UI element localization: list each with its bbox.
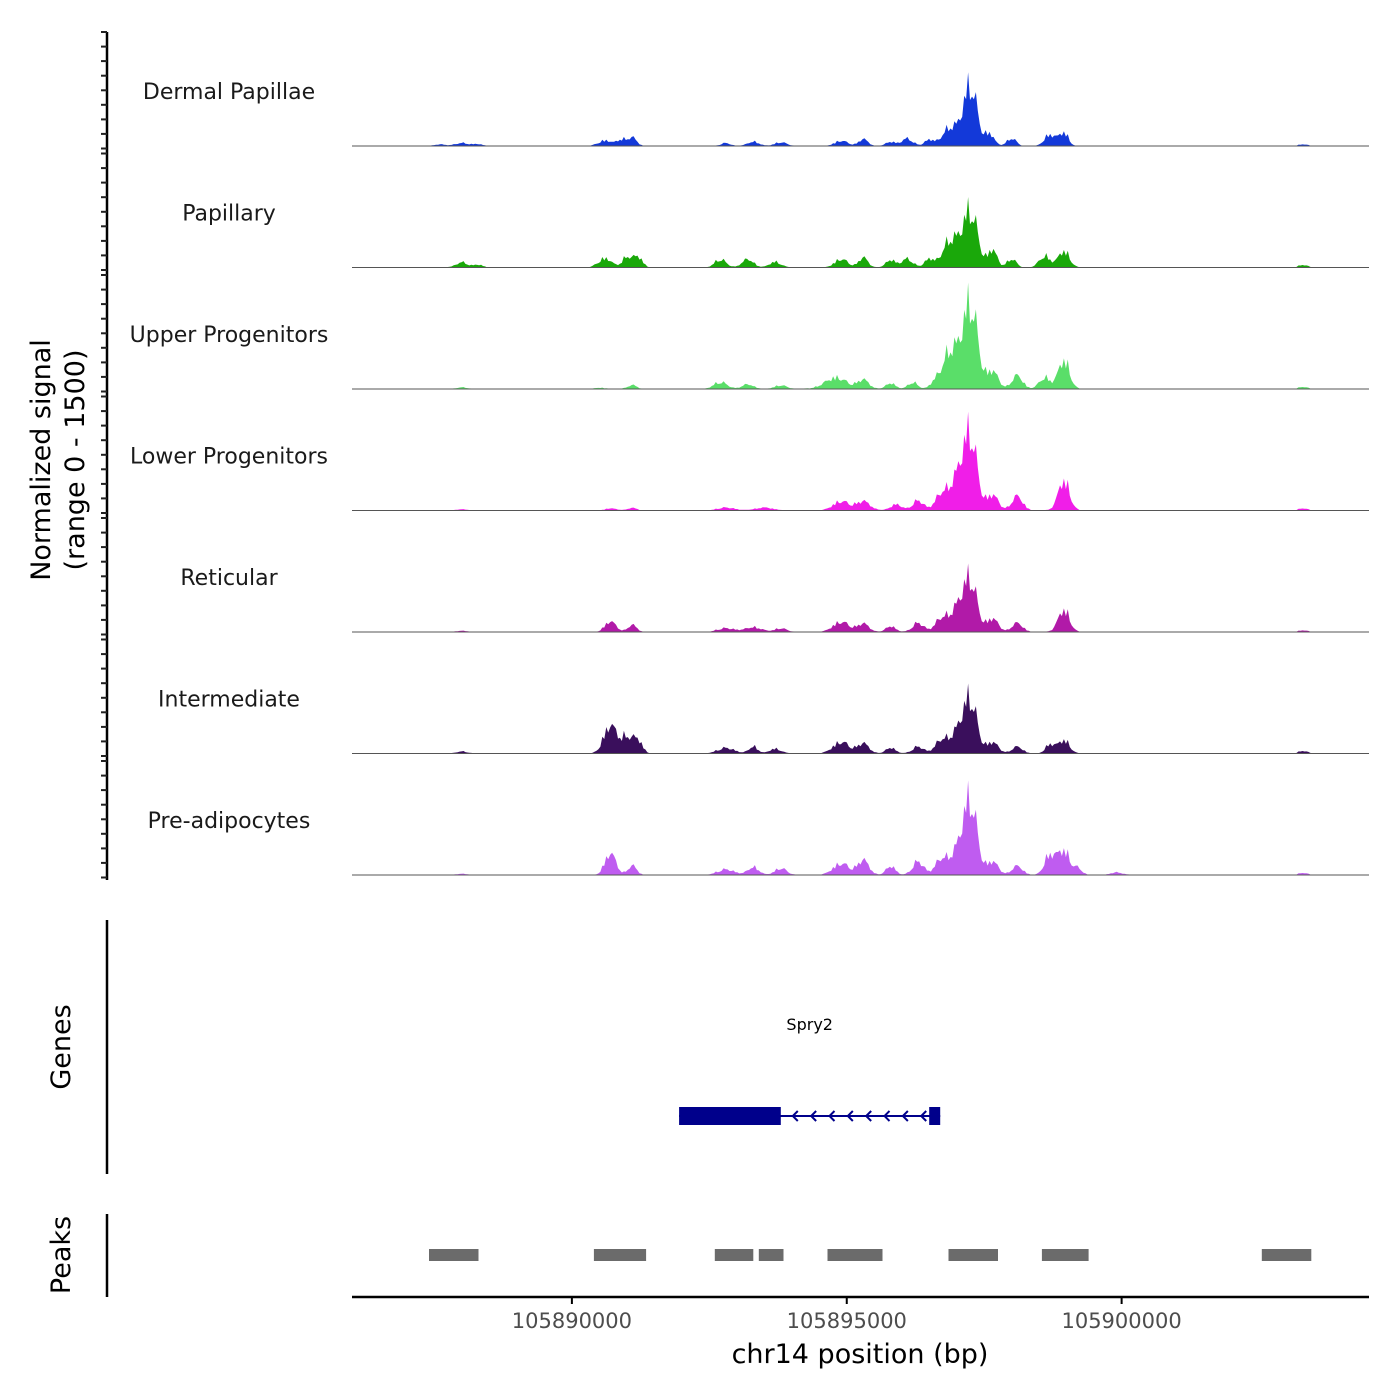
peak-track xyxy=(429,1249,1312,1261)
coverage-tracks: Dermal Papillae Papillary Upper Progenitor… xyxy=(130,72,1369,876)
strand-arrow xyxy=(791,1110,799,1122)
track-dermal-papillae: Dermal Papillae xyxy=(143,72,1369,147)
strand-arrow xyxy=(901,1110,909,1122)
gene-exon xyxy=(679,1107,781,1125)
peak-interval xyxy=(429,1249,479,1261)
track-label: Pre-adipocytes xyxy=(148,809,311,834)
coverage-area xyxy=(352,282,1369,389)
strand-arrow xyxy=(883,1110,891,1122)
gene-spry2: Spry2 xyxy=(679,1015,941,1125)
strand-arrow xyxy=(846,1110,854,1122)
peaks-track-label: Peaks xyxy=(46,1216,77,1294)
coverage-area xyxy=(352,197,1369,268)
peak-interval xyxy=(948,1249,998,1261)
gene-track: Spry2 xyxy=(679,1015,941,1125)
track-label: Papillary xyxy=(182,202,276,227)
peak-interval xyxy=(593,1249,647,1261)
coverage-area xyxy=(352,780,1369,875)
peak-interval xyxy=(714,1249,754,1261)
coverage-area xyxy=(352,683,1369,754)
coverage-area xyxy=(352,72,1369,146)
track-label: Intermediate xyxy=(158,688,300,713)
track-pre-adipocytes: Pre-adipocytes xyxy=(148,780,1369,876)
strand-arrow xyxy=(809,1110,817,1122)
strand-arrow xyxy=(864,1110,872,1122)
peak-interval xyxy=(1261,1249,1312,1261)
track-label: Upper Progenitors xyxy=(130,323,329,348)
peak-interval xyxy=(1041,1249,1089,1261)
gene-name: Spry2 xyxy=(786,1015,833,1034)
strand-arrow xyxy=(828,1110,836,1122)
track-label: Lower Progenitors xyxy=(130,445,328,470)
genes-track-label: Genes xyxy=(46,1004,77,1089)
track-reticular: Reticular xyxy=(180,563,1369,633)
track-label: Reticular xyxy=(180,566,278,591)
signal-y-label-range: (range 0 - 1500) xyxy=(60,350,91,571)
track-papillary: Papillary xyxy=(182,197,1369,268)
track-intermediate: Intermediate xyxy=(158,683,1369,754)
x-axis-label: chr14 position (bp) xyxy=(732,1339,989,1370)
x-axis-ticks: 105890000 105895000 105900000 xyxy=(512,1297,1182,1333)
gene-exon xyxy=(929,1107,941,1125)
coverage-area xyxy=(352,563,1369,632)
x-tick-label: 105900000 xyxy=(1061,1309,1181,1333)
signal-y-axis xyxy=(101,31,109,880)
track-lower-progenitors: Lower Progenitors xyxy=(130,411,1369,511)
signal-y-label: Normalized signal xyxy=(26,339,57,581)
coverage-area xyxy=(352,411,1369,511)
peak-interval xyxy=(758,1249,784,1261)
strand-arrow xyxy=(919,1110,927,1122)
x-tick-label: 105895000 xyxy=(787,1309,907,1333)
track-upper-progenitors: Upper Progenitors xyxy=(130,282,1369,390)
x-tick-label: 105890000 xyxy=(512,1309,632,1333)
track-label: Dermal Papillae xyxy=(143,80,315,105)
peak-interval xyxy=(827,1249,883,1261)
